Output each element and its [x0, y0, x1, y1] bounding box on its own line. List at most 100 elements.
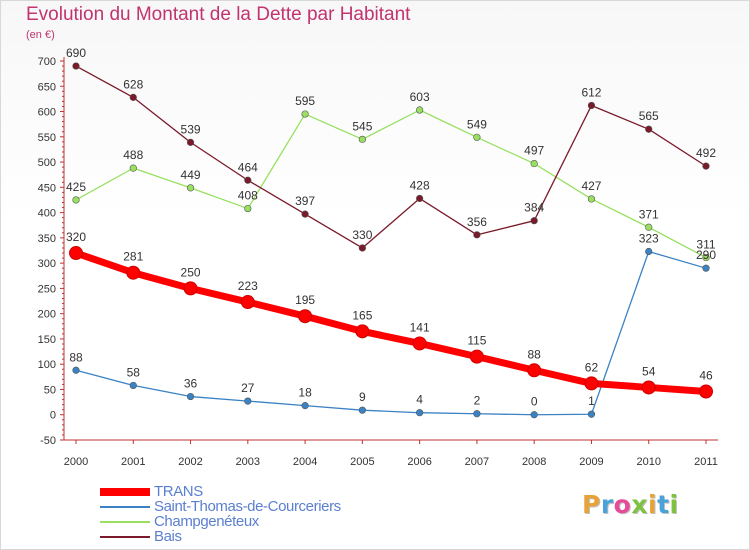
data-point-saint-thomas-de-courceriers	[587, 410, 596, 418]
data-point-trans	[527, 363, 542, 378]
y-tick-label: 250	[38, 283, 56, 295]
data-label-saint-thomas-de-courceriers: 9	[359, 390, 366, 404]
data-label-champgen-teux: 425	[66, 180, 86, 194]
data-label-bais: 612	[581, 85, 601, 99]
data-label-bais: 464	[238, 160, 258, 174]
y-tick-label: 0	[50, 410, 56, 422]
proxiti-logo: Proxiti	[582, 490, 679, 519]
data-label-champgen-teux: 545	[352, 119, 372, 133]
data-label-champgen-teux: 603	[410, 90, 430, 104]
data-point-champgen-teux	[358, 135, 366, 143]
data-point-champgen-teux	[530, 159, 538, 168]
data-label-bais: 690	[66, 46, 86, 60]
chart-title: Evolution du Montant de la Dette par Hab…	[26, 4, 411, 25]
data-point-champgen-teux	[473, 133, 481, 141]
x-tick-label: 2008	[522, 456, 546, 468]
data-point-champgen-teux	[129, 164, 137, 172]
y-tick-label: 500	[38, 157, 56, 169]
data-point-champgen-teux	[244, 204, 252, 213]
y-tick-label: 200	[38, 309, 56, 321]
data-point-trans	[298, 309, 313, 324]
data-point-bais	[473, 231, 481, 239]
data-label-trans: 223	[238, 279, 258, 293]
data-label-saint-thomas-de-courceriers: 88	[69, 350, 83, 364]
data-label-trans: 115	[467, 334, 486, 348]
data-label-trans: 141	[410, 320, 430, 334]
data-point-saint-thomas-de-courceriers	[473, 410, 481, 418]
data-label-saint-thomas-de-courceriers: 18	[298, 386, 312, 400]
data-label-trans: 88	[528, 347, 542, 361]
x-tick-label: 2009	[579, 456, 603, 468]
data-point-champgen-teux	[186, 184, 195, 192]
data-point-saint-thomas-de-courceriers	[530, 411, 538, 419]
data-point-saint-thomas-de-courceriers	[416, 409, 424, 417]
data-point-bais	[186, 138, 195, 146]
data-point-champgen-teux	[587, 195, 596, 203]
data-point-bais	[129, 93, 137, 101]
x-tick-label: 2007	[465, 456, 489, 468]
x-tick-label: 2005	[350, 456, 374, 468]
legend-label-saint-thomas: Saint-Thomas-de-Courceriers	[154, 498, 341, 515]
data-point-trans	[183, 281, 198, 296]
data-point-champgen-teux	[72, 196, 80, 204]
data-point-saint-thomas-de-courceriers	[645, 247, 653, 256]
data-label-saint-thomas-de-courceriers: 27	[241, 381, 255, 395]
x-tick-label: 2000	[64, 456, 88, 468]
data-label-bais: 565	[639, 109, 659, 123]
data-label-trans: 46	[699, 368, 713, 382]
data-label-champgen-teux: 449	[181, 168, 201, 182]
data-label-trans: 195	[295, 293, 315, 307]
y-tick-label: 150	[38, 334, 56, 346]
legend-label-bais: Bais	[154, 528, 182, 545]
data-point-saint-thomas-de-courceriers	[186, 392, 195, 401]
data-label-trans: 320	[66, 230, 86, 244]
data-label-saint-thomas-de-courceriers: 1	[588, 394, 595, 408]
x-tick-label: 2004	[293, 456, 317, 468]
data-point-trans	[412, 336, 427, 351]
data-point-bais	[358, 244, 366, 252]
data-point-saint-thomas-de-courceriers	[702, 264, 710, 272]
y-tick-label: 600	[38, 107, 56, 119]
data-label-bais: 628	[123, 77, 143, 91]
x-tick-label: 2006	[407, 456, 431, 468]
data-label-champgen-teux: 427	[581, 179, 601, 193]
data-point-bais	[702, 162, 710, 170]
data-label-saint-thomas-de-courceriers: 36	[184, 377, 198, 391]
data-point-trans	[699, 384, 713, 399]
data-label-champgen-teux: 549	[467, 117, 487, 131]
chart-unit-label: (en €)	[26, 29, 55, 41]
series-line-saint-thomas-de-courceriers	[75, 250, 707, 416]
y-tick-label: 100	[38, 359, 56, 371]
data-label-trans: 54	[642, 364, 656, 378]
y-tick-label: 50	[44, 384, 56, 396]
data-point-bais	[587, 101, 596, 110]
x-tick-label: 2011	[694, 456, 718, 468]
data-point-saint-thomas-de-courceriers	[244, 397, 252, 405]
data-point-trans	[469, 349, 484, 364]
data-point-saint-thomas-de-courceriers	[72, 366, 80, 374]
data-point-saint-thomas-de-courceriers	[129, 381, 137, 390]
x-tick-label: 2001	[121, 456, 145, 468]
data-label-bais: 397	[295, 194, 315, 208]
y-tick-label: 650	[38, 81, 56, 93]
series-line-trans	[72, 249, 710, 395]
series-line-bais	[75, 65, 707, 249]
data-point-bais	[645, 125, 653, 133]
data-label-champgen-teux: 497	[524, 144, 544, 158]
legend-swatch-trans	[100, 488, 150, 496]
data-point-saint-thomas-de-courceriers	[301, 402, 309, 410]
data-label-trans: 250	[181, 265, 201, 279]
data-point-bais	[72, 62, 80, 70]
data-label-bais: 539	[181, 122, 201, 136]
data-label-bais: 384	[524, 201, 544, 215]
data-label-saint-thomas-de-courceriers: 2	[474, 394, 481, 408]
data-label-bais: 428	[410, 178, 430, 192]
y-tick-label: -50	[40, 435, 56, 447]
data-label-saint-thomas-de-courceriers: 0	[531, 395, 538, 409]
data-label-bais: 492	[696, 146, 716, 160]
y-tick-label: 350	[38, 233, 56, 245]
data-label-champgen-teux: 595	[295, 94, 315, 108]
data-label-trans: 281	[123, 250, 143, 264]
data-point-trans	[355, 324, 370, 339]
